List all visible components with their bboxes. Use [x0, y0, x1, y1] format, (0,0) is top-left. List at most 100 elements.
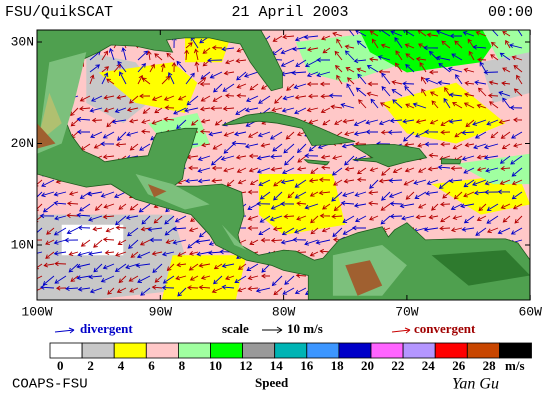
- wind-vector: [517, 30, 523, 37]
- wind-vector: [423, 227, 439, 232]
- wind-vector: [94, 203, 103, 211]
- wind-vector: [388, 178, 403, 183]
- wind-vector: [310, 215, 319, 224]
- wind-vector: [54, 261, 67, 267]
- wind-vector: [40, 284, 55, 290]
- wind-vector: [191, 119, 199, 126]
- wind-vector: [483, 143, 499, 150]
- wind-vector: [378, 30, 391, 37]
- wind-vector: [211, 178, 223, 184]
- wind-vector: [321, 165, 331, 170]
- wind-vector: [448, 118, 463, 124]
- wind-vector: [243, 71, 259, 78]
- wind-vector: [391, 89, 403, 97]
- wind-vector: [222, 83, 235, 92]
- wind-vector: [101, 50, 108, 61]
- wind-vector: [322, 203, 331, 210]
- wind-vector: [500, 131, 511, 139]
- wind-vector: [88, 215, 103, 222]
- wind-vector: [294, 35, 307, 42]
- wind-vector: [221, 46, 235, 52]
- wind-vector: [287, 191, 295, 199]
- wind-vector: [358, 99, 367, 109]
- wind-vector: [274, 95, 283, 104]
- wind-vector: [356, 67, 367, 73]
- wind-vector: [365, 119, 379, 125]
- wind-vector: [129, 143, 139, 151]
- wind-vector: [119, 71, 127, 85]
- wind-vector: [258, 227, 271, 236]
- wind-vector: [463, 191, 475, 198]
- wind-vector: [114, 263, 127, 273]
- wind-vector: [429, 119, 439, 125]
- wind-vector: [453, 191, 463, 200]
- wind-vector: [270, 203, 283, 210]
- wind-vector: [272, 143, 283, 152]
- wind-vector: [468, 50, 475, 61]
- wind-vector: [77, 251, 91, 257]
- wind-vector: [343, 178, 355, 184]
- wind-vector: [53, 227, 67, 236]
- wind-vector: [333, 179, 343, 186]
- wind-vector: [129, 203, 139, 211]
- wind-vector: [294, 191, 307, 199]
- wind-vector: [354, 191, 367, 197]
- wind-vector: [68, 251, 79, 257]
- wind-vector: [322, 47, 331, 54]
- wind-vector: [333, 203, 343, 212]
- wind-vector: [513, 142, 523, 148]
- lon-label: 70W: [395, 304, 419, 319]
- wind-vector: [160, 63, 166, 73]
- wind-vector: [93, 263, 103, 273]
- wind-vector: [222, 106, 235, 112]
- wind-vector: [138, 203, 151, 213]
- wind-vector: [509, 105, 523, 111]
- wind-vector: [510, 227, 523, 235]
- wind-vector: [444, 86, 451, 97]
- wind-vector: [65, 286, 79, 292]
- speed-patch: [161, 255, 247, 300]
- wind-vector: [463, 167, 475, 174]
- wind-vector: [270, 238, 283, 243]
- wind-vector: [479, 61, 487, 73]
- colorbar-swatch: [338, 342, 372, 359]
- wind-vector: [200, 95, 211, 102]
- terrain: [135, 174, 210, 210]
- colorbar-swatch: [402, 342, 436, 359]
- wind-vector: [366, 65, 379, 73]
- wind-vector: [320, 93, 331, 99]
- colorbar-label: 2: [87, 358, 94, 373]
- colorbar-swatch: [274, 342, 308, 359]
- wind-vector: [332, 227, 343, 238]
- wind-vector: [473, 190, 487, 196]
- colorbar-label: 16: [300, 358, 314, 373]
- wind-vector: [498, 91, 511, 97]
- wind-vector: [41, 179, 55, 187]
- wind-vector: [167, 72, 175, 85]
- wind-vector: [100, 275, 115, 283]
- wind-vector: [118, 203, 127, 210]
- wind-vector: [342, 215, 355, 223]
- wind-vector: [106, 78, 115, 85]
- wind-vector: [54, 275, 67, 284]
- wind-vector: [390, 30, 403, 37]
- wind-vector: [443, 97, 451, 109]
- wind-vector: [257, 131, 271, 138]
- wind-vector: [185, 42, 193, 49]
- wind-vector: [93, 239, 103, 248]
- terrain: [345, 260, 383, 296]
- wind-vector: [463, 92, 475, 98]
- wind-vector: [136, 251, 151, 259]
- wind-vector: [259, 191, 271, 200]
- wind-vector: [369, 167, 379, 172]
- wind-vector: [295, 59, 307, 67]
- wind-vector: [429, 91, 439, 97]
- wind-vector: [357, 73, 367, 85]
- wind-vector: [128, 239, 139, 249]
- wind-vector: [70, 275, 79, 282]
- wind-vector: [429, 69, 439, 75]
- wind-vector: [256, 201, 271, 207]
- wind-vector: [294, 94, 307, 100]
- wind-vector: [467, 38, 475, 49]
